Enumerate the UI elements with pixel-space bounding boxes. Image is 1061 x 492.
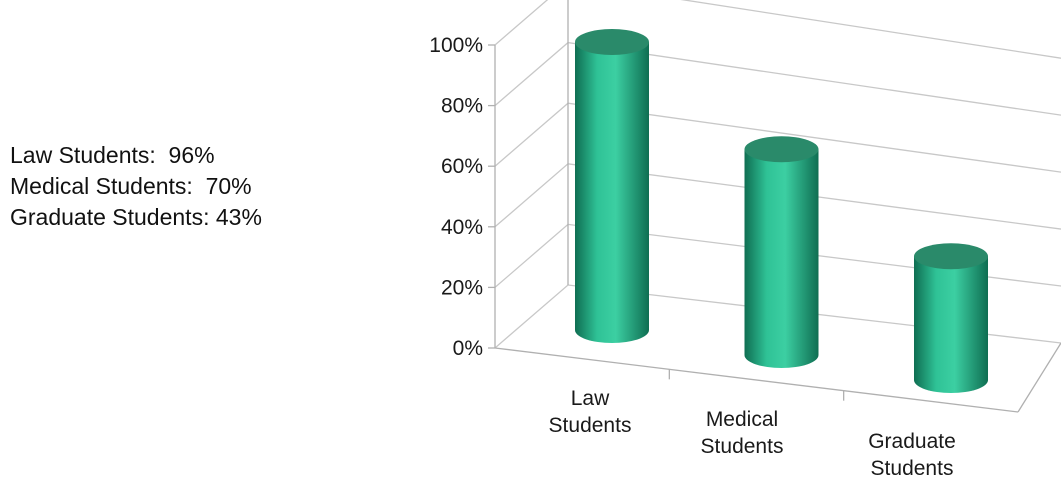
y-tick-label: 40% [441, 216, 483, 239]
x-category-label-line: Graduate [868, 430, 956, 453]
axes [494, 0, 1061, 413]
x-category-label-line: Students [701, 435, 784, 458]
bar [914, 243, 988, 393]
summary-line-medical: Medical Students: 70% [10, 173, 252, 199]
y-axis-ticks: 0% 20% 40% 60% 80% 100% [429, 34, 495, 360]
x-category-label: Graduate Students [868, 430, 956, 480]
gridline [494, 0, 1061, 59]
bar-body [575, 42, 649, 343]
bar [575, 29, 649, 343]
bar-top [914, 243, 988, 270]
x-category-label-line: Law [571, 387, 610, 410]
x-category-label-line: Students [549, 414, 632, 437]
x-axis-line [494, 347, 1019, 413]
x-category-label: Law Students [549, 387, 632, 437]
x-axis-categories: Law Students Medical Students Graduate Studen… [549, 387, 956, 480]
y-tick-label: 100% [429, 34, 483, 57]
bar-top [575, 29, 649, 56]
bar-top [744, 136, 819, 163]
y-tick-label: 60% [441, 155, 483, 178]
summary-line-law: Law Students: 96% [10, 142, 215, 168]
x-category-label-line: Students [871, 457, 954, 480]
summary-line-graduate: Graduate Students: 43% [10, 204, 262, 230]
summary-list: Law Students: 96% Medical Students: 70% … [10, 140, 262, 233]
y-tick-label: 0% [453, 337, 483, 360]
bar-body [914, 256, 988, 393]
floor-right-edge [1017, 342, 1061, 413]
x-category-label-line: Medical [706, 408, 778, 431]
bar [744, 136, 819, 368]
bars [575, 29, 988, 393]
y-tick-label: 80% [441, 95, 483, 118]
y-tick-label: 20% [441, 276, 483, 299]
x-category-label: Medical Students [701, 408, 784, 458]
bar-body [744, 149, 819, 368]
